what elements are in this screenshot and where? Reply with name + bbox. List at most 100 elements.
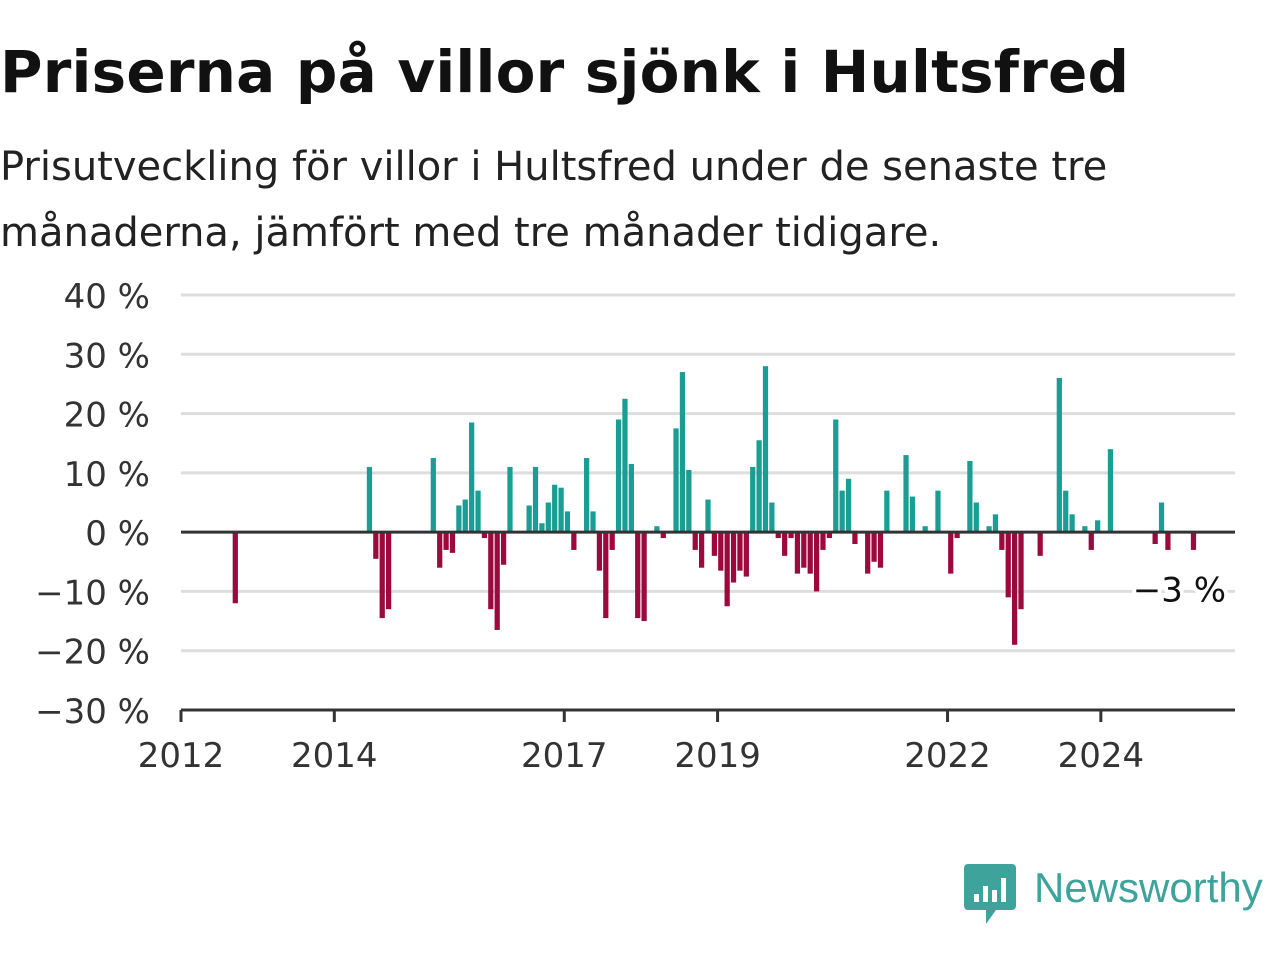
bar: [1088, 532, 1094, 550]
bar: [628, 463, 634, 533]
bar: [871, 532, 877, 562]
bar: [552, 484, 558, 533]
bar: [865, 532, 871, 574]
bar: [801, 532, 807, 568]
bar: [494, 532, 500, 630]
bar: [1152, 532, 1158, 544]
brand-name: Newsworthy: [1034, 864, 1263, 911]
bar: [686, 469, 692, 533]
bar: [1082, 526, 1088, 533]
bar: [469, 422, 475, 533]
bar: [545, 502, 551, 533]
y-tick-label: 20 %: [64, 396, 150, 436]
bar: [833, 419, 839, 533]
bar: [564, 511, 571, 533]
bar: [986, 526, 992, 533]
x-tick-label: 2012: [138, 736, 225, 776]
bar: [385, 532, 392, 610]
bar: [654, 526, 660, 533]
bar: [673, 428, 679, 533]
bar: [807, 532, 813, 574]
y-tick-label: 10 %: [64, 455, 150, 495]
x-tick-label: 2017: [521, 736, 608, 776]
bar: [635, 532, 641, 619]
bar: [456, 505, 462, 533]
bar: [909, 496, 916, 533]
bar: [775, 532, 781, 539]
bar: [603, 532, 609, 619]
bar: [692, 532, 698, 550]
bar: [698, 532, 705, 568]
bar: [507, 466, 513, 533]
bar: [373, 532, 379, 559]
bar: [711, 532, 718, 556]
bar: [845, 478, 852, 533]
bar: [1037, 532, 1043, 556]
bar: [724, 532, 730, 607]
y-axis-labels: 40 % 30 % 20 % 10 % 0 % −10 % −20 % −30 %: [35, 277, 150, 732]
bar: [737, 532, 743, 571]
bar: [609, 532, 615, 550]
bar: [948, 532, 954, 574]
bar: [232, 532, 238, 604]
bar: [788, 532, 794, 539]
bar: [1056, 378, 1062, 533]
bar: [532, 466, 539, 533]
bar: [935, 490, 941, 533]
bar: [992, 514, 999, 533]
bar: [475, 490, 481, 533]
newsworthy-logo-icon: [964, 864, 1016, 924]
bar: [826, 532, 832, 539]
y-tick-label: 0 %: [85, 514, 150, 554]
bar: [1005, 532, 1011, 598]
bar: [794, 532, 801, 574]
bar: [462, 499, 468, 533]
x-tick-label: 2022: [904, 736, 991, 776]
bar: [571, 532, 577, 550]
y-tick-label: −20 %: [35, 633, 150, 673]
bar: [1095, 520, 1101, 533]
bar: [366, 466, 373, 533]
bar: [679, 372, 686, 533]
bar: [590, 511, 596, 533]
bar: [660, 532, 666, 539]
chart-subtitle: Prisutveckling för villor i Hultsfred un…: [0, 144, 1108, 256]
bar: [954, 532, 960, 539]
bar: [622, 398, 628, 533]
bar: [903, 455, 909, 533]
bar: [762, 366, 769, 533]
bar: [1018, 532, 1024, 610]
bar: [782, 532, 788, 556]
bar: [430, 458, 436, 533]
bar: [743, 532, 749, 577]
bar: [813, 532, 820, 592]
annotation: −3 %: [1129, 566, 1230, 614]
bar: [500, 532, 507, 565]
x-tick-label: 2019: [674, 736, 761, 776]
bar: [718, 532, 724, 571]
x-tick-label: 2014: [291, 736, 378, 776]
bar: [750, 466, 756, 533]
bar: [1190, 532, 1197, 550]
bar: [449, 532, 456, 553]
bar: [769, 502, 775, 533]
x-axis: 2012 2014 2017 2019 2022 2024: [138, 708, 1235, 776]
annotation-label: −3 %: [1133, 570, 1226, 610]
y-tick-label: −30 %: [35, 692, 150, 732]
bar: [437, 532, 443, 568]
bar: [1063, 490, 1069, 533]
bar: [641, 532, 647, 622]
bar: [1107, 449, 1114, 533]
bar: [584, 458, 590, 533]
grid-lines: [181, 293, 1235, 653]
x-tick-label: 2024: [1058, 736, 1145, 776]
bar: [967, 461, 973, 533]
y-tick-label: 30 %: [64, 336, 150, 376]
bar: [1158, 502, 1165, 533]
bar: [922, 526, 928, 533]
bar: [526, 505, 532, 533]
bar: [1165, 532, 1171, 550]
bar: [877, 532, 884, 568]
bar: [379, 532, 385, 619]
bar: [973, 502, 979, 533]
